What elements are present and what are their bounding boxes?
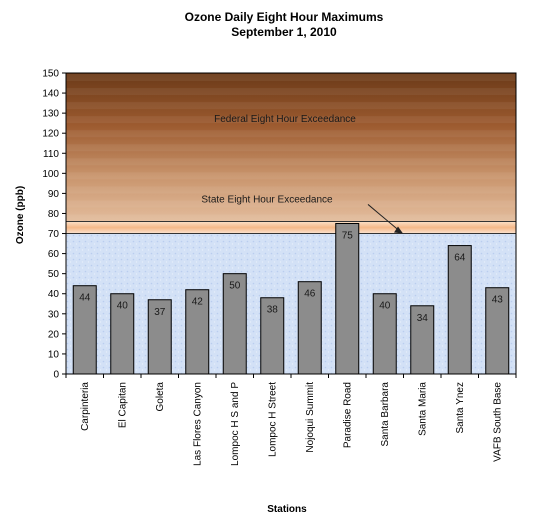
y-tick-label: 140 — [42, 89, 59, 100]
bar-data-label: 50 — [229, 281, 241, 292]
bar-data-label: 40 — [379, 301, 391, 312]
federal-band-stripe — [66, 158, 516, 166]
bar-data-label: 42 — [192, 297, 204, 308]
federal-band-stripe — [66, 88, 516, 96]
x-tick-label: VAFB South Base — [492, 382, 503, 462]
federal-band-stripe — [66, 102, 516, 110]
federal-band-stripe — [66, 200, 516, 208]
bar-data-label: 37 — [154, 307, 166, 318]
band-normal — [66, 233, 516, 374]
y-tick-label: 110 — [43, 149, 59, 160]
federal-band-stripe — [66, 74, 516, 82]
bar — [335, 223, 360, 375]
x-tick-label: Santa Maria — [417, 382, 428, 436]
y-tick-label: 60 — [48, 249, 60, 260]
federal-band-stripe — [66, 186, 516, 194]
y-tick-label: 150 — [42, 69, 59, 80]
y-tick-label: 120 — [42, 129, 59, 140]
bar — [447, 245, 472, 375]
federal-band-stripe — [66, 130, 516, 138]
x-tick-label: Nojoqui Summit — [305, 382, 316, 453]
y-tick-label: 10 — [48, 349, 60, 360]
y-tick-label: 90 — [48, 189, 60, 200]
x-tick-label: Lompoc H S and P — [230, 382, 241, 466]
y-axis-label: Ozone (ppb) — [15, 186, 26, 244]
x-tick-label: Lompoc H Street — [267, 382, 278, 457]
state-exceedance-arrowhead — [394, 226, 403, 234]
federal-band-stripe — [66, 214, 516, 222]
y-tick-label: 50 — [48, 269, 60, 280]
bar-data-label: 75 — [342, 231, 354, 242]
x-tick-label: Goleta — [155, 382, 166, 412]
bar-data-label: 46 — [304, 289, 316, 300]
y-tick-label: 30 — [48, 309, 60, 320]
y-tick-label: 20 — [48, 329, 60, 340]
x-tick-label: Santa Ynez — [455, 382, 466, 434]
x-tick-label: Carpinteria — [80, 382, 91, 431]
y-tick-label: 100 — [42, 169, 59, 180]
x-tick-label: Paradise Road — [342, 382, 353, 448]
y-tick-label: 0 — [53, 370, 59, 381]
bar-data-label: 64 — [454, 253, 466, 264]
x-axis-label: Stations — [267, 504, 307, 515]
x-tick-label: Santa Barbara — [380, 382, 391, 447]
y-tick-label: 80 — [48, 209, 60, 220]
x-tick-label: Las Flores Canyon — [192, 382, 203, 466]
bar-data-label: 40 — [117, 301, 129, 312]
x-tick-label: El Capitan — [117, 382, 128, 428]
band-federal-exceedance — [66, 73, 516, 222]
federal-band-stripe — [66, 172, 516, 180]
bar-data-label: 44 — [79, 293, 91, 304]
state-exceedance-arrow — [367, 204, 400, 231]
plot-area: Federal Eight Hour Exceedance State Eight… — [42, 69, 517, 466]
band-state-exceedance — [66, 221, 516, 234]
y-tick-label: 40 — [48, 289, 60, 300]
y-tick-label: 70 — [48, 229, 60, 240]
bar-data-label: 43 — [492, 295, 504, 306]
chart-subtitle: September 1, 2010 — [231, 25, 337, 39]
bar-data-label: 34 — [417, 313, 429, 324]
chart-title: Ozone Daily Eight Hour Maximums — [185, 10, 384, 24]
bar-data-label: 38 — [267, 305, 279, 316]
y-tick-label: 130 — [42, 109, 59, 120]
federal-band-stripe — [66, 144, 516, 152]
state-exceedance-label: State Eight Hour Exceedance — [201, 194, 333, 205]
federal-band-stripe — [66, 116, 516, 124]
plot-frame — [65, 72, 517, 375]
federal-exceedance-label: Federal Eight Hour Exceedance — [214, 114, 356, 125]
